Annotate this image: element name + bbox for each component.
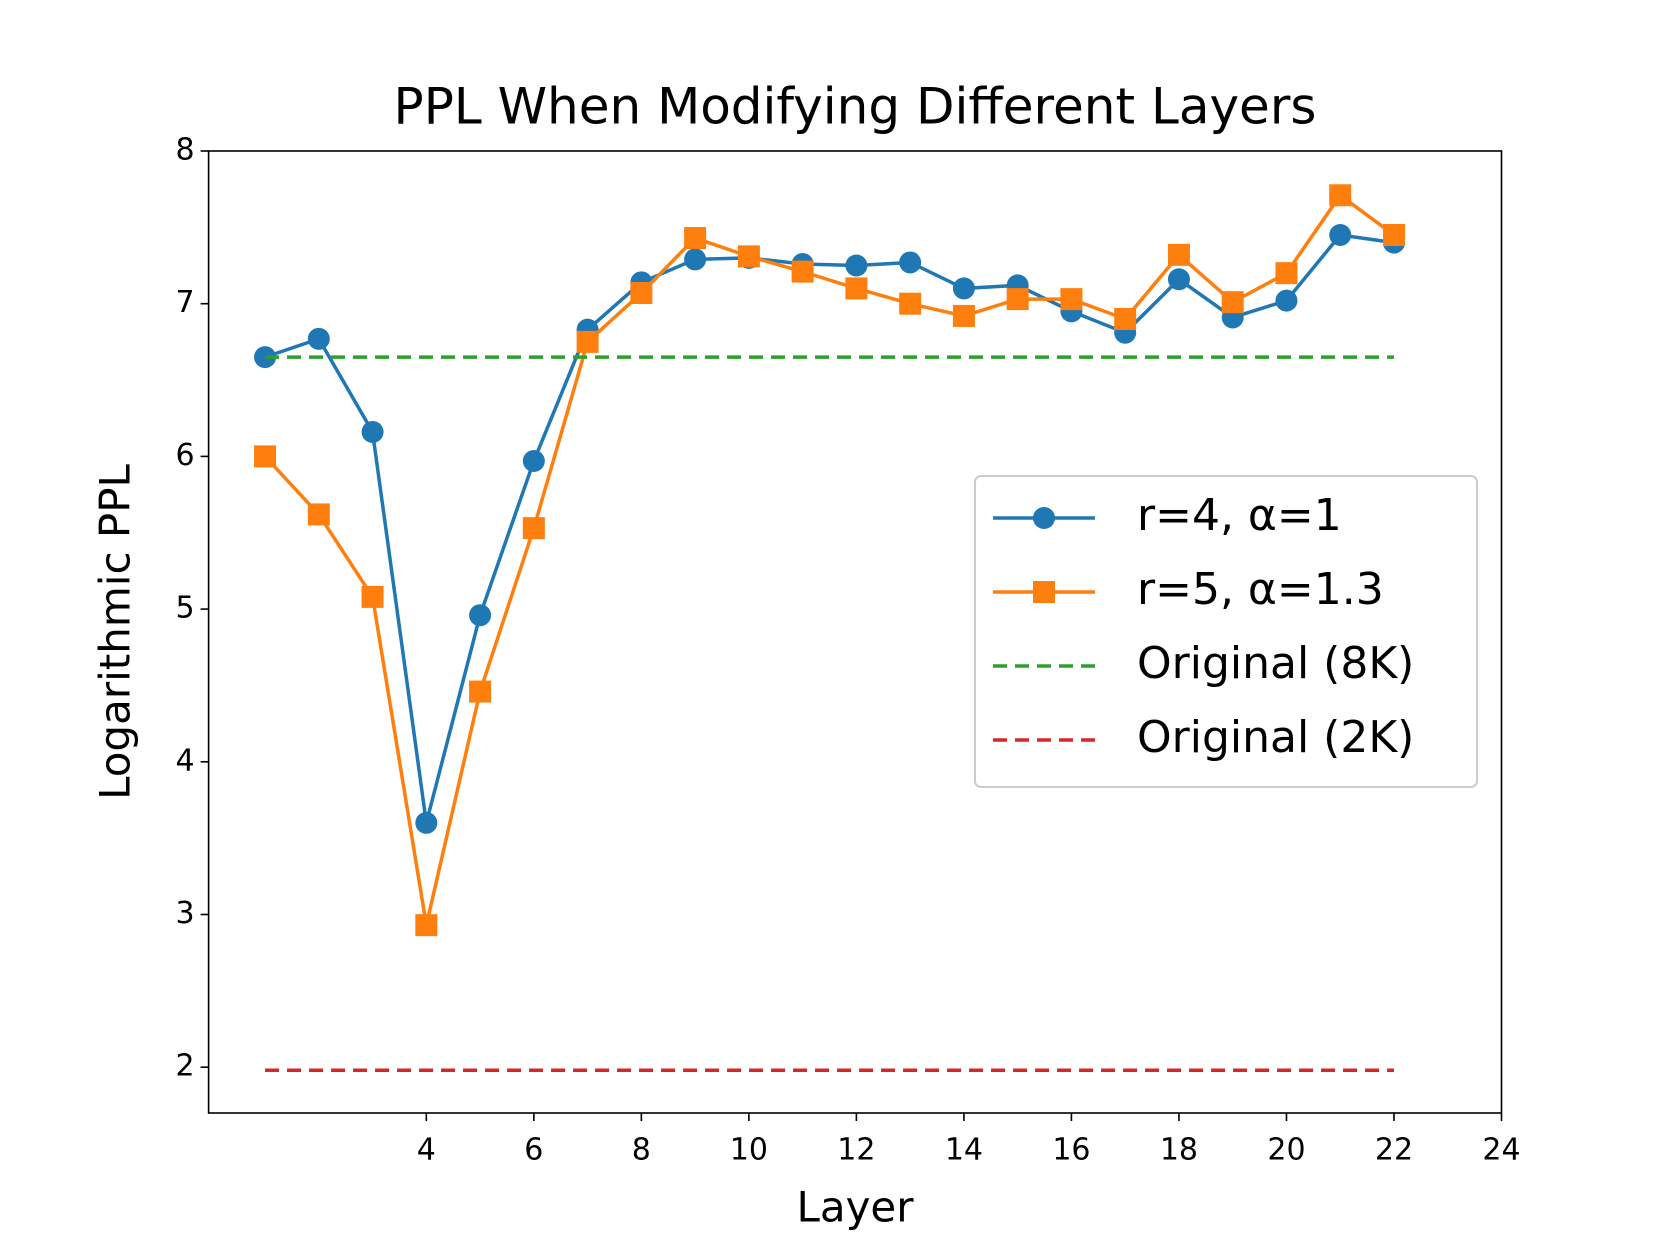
point [469, 604, 492, 627]
plot-frame [207, 150, 1503, 1114]
x-tick-label: 8 [632, 1133, 651, 1168]
x-tick-label: 10 [730, 1133, 768, 1168]
x-axis-label: Layer [796, 1183, 914, 1232]
y-tick-label: 3 [176, 896, 195, 931]
x-tick-label: 4 [417, 1133, 436, 1168]
legend-marker [1033, 581, 1055, 603]
point [1329, 184, 1352, 207]
y-tick-label: 2 [176, 1049, 195, 1084]
legend-box [974, 475, 1478, 788]
point [1275, 262, 1298, 285]
legend-label: Original (2K) [1137, 712, 1414, 763]
point [576, 330, 599, 353]
point [952, 277, 975, 300]
point [1329, 223, 1352, 246]
point [845, 254, 868, 277]
point [1167, 243, 1190, 266]
point [254, 445, 277, 468]
point [630, 282, 653, 305]
point [1114, 307, 1137, 330]
point [952, 304, 975, 327]
point [1167, 268, 1190, 291]
y-axis-label: Logarithmic PPL [91, 463, 140, 799]
x-tick-label: 14 [945, 1133, 983, 1168]
point [684, 227, 707, 250]
series-line [264, 233, 1395, 824]
point [791, 260, 814, 283]
legend-label: r=5, α=1.3 [1137, 564, 1384, 615]
x-tick-label: 6 [524, 1133, 543, 1168]
point [522, 517, 545, 540]
point [469, 680, 492, 703]
x-tick-label: 20 [1267, 1133, 1305, 1168]
y-tick-label: 6 [176, 438, 195, 473]
point [737, 245, 760, 268]
legend-label: r=4, α=1 [1137, 490, 1342, 541]
y-tick-label: 8 [176, 133, 195, 168]
point [415, 811, 438, 834]
chart-title: PPL When Modifying Different Layers [394, 78, 1317, 136]
point [522, 449, 545, 472]
point [1060, 288, 1083, 311]
point [845, 277, 868, 300]
point [1275, 289, 1298, 312]
legend-label: Original (8K) [1137, 638, 1414, 689]
point [361, 420, 384, 443]
point [1221, 291, 1244, 314]
x-tick-label: 16 [1052, 1133, 1090, 1168]
x-tick-label: 18 [1160, 1133, 1198, 1168]
legend-marker [1033, 507, 1055, 529]
x-tick-label: 12 [837, 1133, 875, 1168]
point [684, 248, 707, 271]
point [1382, 223, 1405, 246]
point [899, 251, 922, 274]
y-tick-label: 5 [176, 591, 195, 626]
y-tick-label: 4 [176, 743, 195, 778]
point [1006, 288, 1029, 311]
point [415, 914, 438, 937]
point [899, 292, 922, 315]
point [307, 503, 330, 526]
series-line [263, 192, 1396, 926]
x-tick-label: 24 [1482, 1133, 1520, 1168]
point [307, 327, 330, 350]
point [361, 585, 384, 608]
x-tick-label: 22 [1375, 1133, 1413, 1168]
y-tick-label: 7 [176, 285, 195, 320]
